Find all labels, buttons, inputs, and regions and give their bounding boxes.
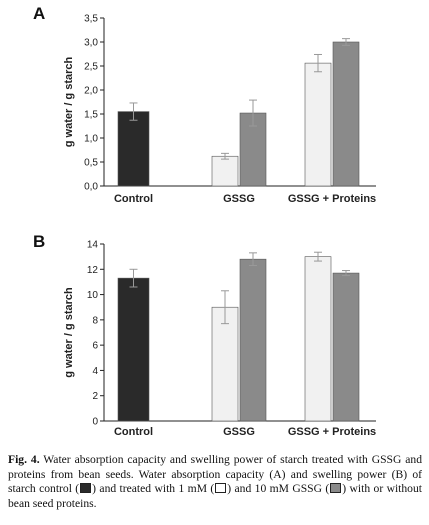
x-category-label: Control [114, 426, 153, 438]
bar [117, 111, 150, 187]
figure-caption: Fig. 4. Water absorption capacity and sw… [8, 453, 422, 511]
y-tick-label: 0 [92, 417, 98, 428]
bar [332, 41, 360, 187]
x-category-label: GSSG + Proteins [288, 426, 376, 438]
x-category-label: GSSG + Proteins [288, 193, 376, 205]
bar [239, 258, 267, 422]
bar [332, 272, 360, 422]
panel-letter: B [33, 232, 45, 251]
y-tick-label: 2,5 [84, 62, 98, 73]
x-category-label: Control [114, 193, 153, 205]
y-axis-title: g water / g starch [63, 287, 75, 378]
y-tick-label: 1,5 [84, 110, 98, 121]
legend-symbol-10mm [330, 483, 342, 494]
x-category-label: GSSG [223, 426, 255, 438]
y-tick-label: 3,0 [84, 38, 98, 49]
y-tick-label: 10 [87, 290, 99, 301]
caption-text-1: Water absorption capacity and swelling p… [8, 453, 422, 496]
y-tick-label: 0,0 [84, 182, 98, 193]
y-tick-label: 3,5 [84, 14, 98, 25]
y-tick-label: 6 [92, 341, 98, 352]
y-tick-label: 2,0 [84, 86, 98, 97]
legend-symbol-control [80, 483, 92, 494]
y-tick-label: 2 [92, 391, 98, 402]
y-tick-label: 8 [92, 315, 98, 326]
figure: A 0,0 0,5 1,0 1,5 2,0 2,5 3,0 3,5 g water / g sta… [33, 4, 376, 438]
caption-text-2: ) and treated with 1 mM ( [92, 482, 215, 496]
bar [304, 62, 332, 187]
legend-symbol-1mm [215, 483, 227, 494]
bar [304, 256, 332, 422]
chart-panel-a: A 0,0 0,5 1,0 1,5 2,0 2,5 3,0 3,5 g water / g sta… [33, 4, 376, 205]
bar [211, 306, 239, 422]
chart-panel-b: B 0 2 4 6 8 10 12 14 g water / g starch Control GSS… [33, 232, 376, 438]
y-axis-title: g water / g starch [63, 56, 75, 147]
y-tick-label: 12 [87, 265, 99, 276]
bar [211, 155, 239, 187]
y-tick-label: 14 [87, 240, 99, 251]
caption-figure-label: Fig. 4. [8, 453, 40, 466]
caption-text-4: ) with or without bean seed proteins. [8, 482, 423, 510]
panel-letter: A [33, 4, 45, 23]
y-tick-label: 1,0 [84, 134, 98, 145]
caption-text-3: ) and 10 mM GSSG ( [227, 482, 330, 496]
y-tick-label: 4 [92, 366, 98, 377]
x-category-label: GSSG [223, 193, 255, 205]
y-tick-label: 0,5 [84, 158, 98, 169]
bar [239, 112, 267, 187]
bar [117, 277, 150, 422]
